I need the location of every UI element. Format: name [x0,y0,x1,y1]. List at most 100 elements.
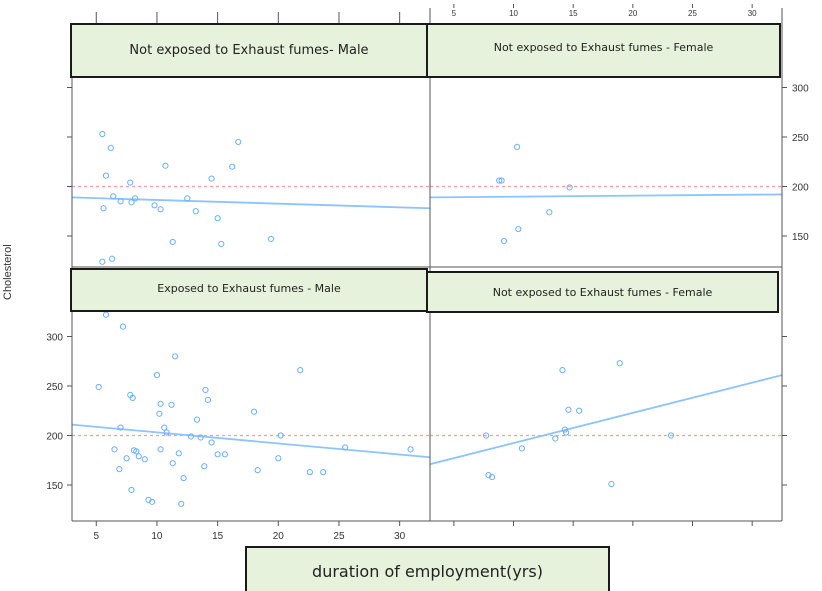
plot-axes: 5 5 10 10 15 15 20 20 25 25 30 30 150 150 200 200 250 250… [46,4,809,542]
data-point [561,426,568,433]
x-tick-label: 15 [212,531,224,542]
data-point [99,258,106,265]
data-point [129,394,136,401]
data-point [204,396,212,403]
data-point [482,432,490,439]
data-point [546,209,553,216]
data-point [202,386,209,394]
data-point [123,455,130,462]
data-point [141,456,148,463]
data-point [616,360,623,367]
data-point [99,130,106,138]
x-tick-label: 5 [93,531,99,542]
data-point [153,372,161,379]
data-point [576,407,583,414]
data-point [608,480,615,488]
data-point [566,184,573,191]
panel [72,130,430,265]
data-point [277,432,284,439]
data-point [192,208,199,215]
y-tick-label: 150 [46,481,63,492]
x-tick-label: 20 [628,9,637,18]
data-point [180,474,187,482]
data-point [275,455,282,462]
data-point [172,353,179,360]
x-tick-label: 25 [688,9,697,18]
data-point [119,323,127,330]
y-tick-label: 250 [792,133,809,144]
data-point [407,446,414,453]
data-point [116,466,123,473]
data-point [214,451,221,458]
panel-title-box: Exposed to Exhaust fumes - Male [70,268,428,312]
data-point [157,400,164,407]
x-tick-label: 30 [394,531,406,542]
panel-title: Exposed to Exhaust fumes - Male [157,282,341,295]
data-point [162,162,169,169]
data-point [515,225,522,233]
data-point [135,453,142,460]
data-point [297,367,304,374]
data-point [498,177,505,184]
data-point [565,406,572,413]
data-point [496,177,503,184]
data-point [178,500,185,507]
data-point [168,401,175,408]
data-point [161,424,168,431]
data-point [500,237,508,245]
data-point [163,429,170,436]
data-point [214,215,221,222]
data-point [128,199,135,206]
y-tick-label: 300 [792,84,809,95]
data-point [157,206,164,213]
x-tick-label: 10 [509,9,518,18]
data-point [95,383,102,391]
y-tick-label: 150 [792,232,809,243]
x-tick-label: 25 [333,531,345,542]
data-point [208,439,215,446]
data-point [128,486,135,494]
data-point [187,433,195,440]
x-tick-label: 15 [569,9,578,18]
data-point [108,255,116,262]
data-point [208,175,215,182]
regression-line [72,196,430,210]
data-point [100,205,107,212]
data-point [518,445,525,452]
data-point [514,143,521,150]
data-point [552,435,559,442]
panel [72,312,430,507]
data-point [175,450,182,457]
data-point [320,469,327,476]
data-point [169,460,176,467]
data-point [218,240,225,248]
y-tick-label: 250 [46,382,63,393]
data-point [133,448,140,455]
panel-title: Not exposed to Exhaust fumes - Female [493,41,714,54]
data-point [117,198,124,205]
panel [430,360,782,488]
data-point [235,138,242,146]
data-point [221,451,229,458]
data-point [157,446,164,453]
y-tick-label: 200 [792,183,809,194]
x-axis-title: duration of employment(yrs) [312,562,543,581]
data-point [488,473,496,481]
panel-title-box: Not exposed to Exhaust fumes - Female [426,271,779,313]
y-tick-label: 300 [46,333,63,344]
data-point [151,202,158,209]
panel-title-box: Not exposed to Exhaust fumes - Female [426,23,781,78]
data-point [132,195,139,202]
data-point [667,432,675,439]
data-point [193,416,201,423]
data-point [341,444,349,451]
x-tick-label: 10 [151,531,163,542]
y-axis-title: Cholesterol [2,244,14,300]
data-point [250,408,258,415]
panel-title: Not exposed to Exhaust fumes- Male [129,43,369,58]
data-point [148,498,156,505]
panel [430,143,782,245]
x-tick-label: 20 [273,531,285,542]
data-point [254,467,261,474]
